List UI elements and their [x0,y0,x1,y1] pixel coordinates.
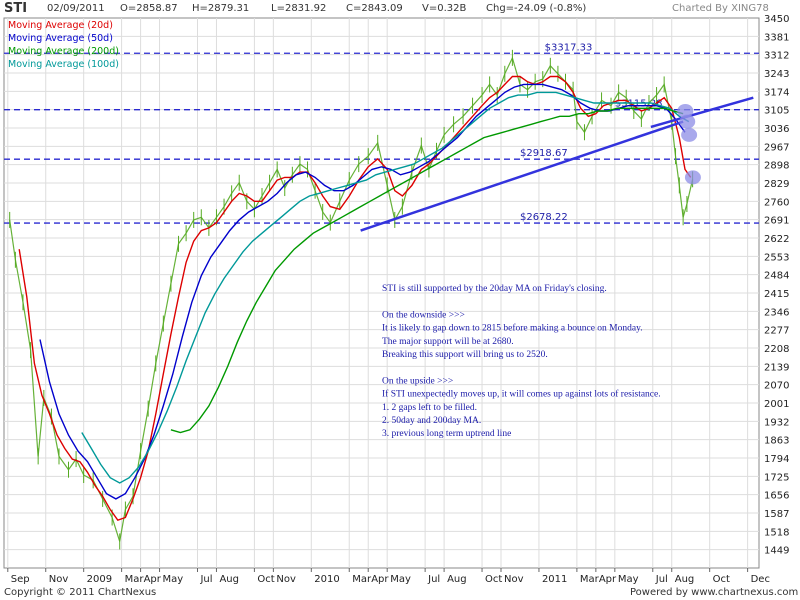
y-tick-label: 3036 [764,124,789,135]
y-tick-label: 3381 [764,32,789,43]
x-tick-label: May [163,574,184,585]
price-line [9,56,694,542]
annotation-line: If STI unexpectedly moves up, it will co… [382,389,661,400]
x-tick-label: 2011 [542,574,567,585]
x-tick-label: Sep [11,574,30,585]
annotation-line: 1. 2 gaps left to be filled. [382,402,477,413]
y-tick-label: 2898 [764,161,789,172]
copyright-text: Copyright © 2011 ChartNexus [4,587,157,598]
volume-value: V=0.32B [422,3,467,14]
annotation-line: On the upside >>> [382,376,453,386]
y-tick-label: 1725 [764,472,789,483]
x-tick-label: Apr [144,574,162,585]
y-tick-label: 2691 [764,216,789,227]
y-tick-label: 2208 [764,344,789,355]
y-tick-label: 2760 [764,197,789,208]
x-tick-label: Aug [219,574,239,585]
y-tick-label: 2967 [764,142,789,153]
level-label: $3115.28 [615,99,663,110]
y-tick-label: 2139 [764,362,789,373]
annotation-line: Breaking this support will bring us to 2… [382,350,548,360]
change-value: Chg=-24.09 (-0.8%) [486,3,587,14]
y-tick-label: 2346 [764,307,789,318]
annotation-line: STI is still supported by the 20day MA o… [382,284,607,294]
y-tick-label: 1932 [764,417,789,428]
symbol-label: STI [4,1,28,16]
annotation-line: 3. previous long term uptrend line [382,429,511,439]
level-label: $2918.67 [520,148,568,159]
close-value: C=2843.09 [346,3,403,14]
x-tick-label: Oct [485,574,502,585]
low-value: L=2831.92 [271,3,327,14]
annotation-line: 2. 50day and 200day MA. [382,416,481,426]
legend-entry: Moving Average (100d) [8,59,119,70]
y-tick-label: 2001 [764,399,789,410]
chart-credit: Charted By XING78 [672,3,769,14]
y-tick-label: 1518 [764,527,789,538]
legend-entry: Moving Average (50d) [8,33,113,44]
y-tick-label: 3450 [764,14,789,25]
y-tick-label: 2829 [764,179,789,190]
x-tick-label: Mar [352,574,372,585]
x-tick-label: Jul [655,574,668,585]
x-tick-label: Apr [599,574,617,585]
open-value: O=2858.87 [120,3,178,14]
y-tick-label: 1449 [764,546,789,557]
y-tick-label: 2622 [764,234,789,245]
moving-average-200d-line [170,107,684,434]
high-value: H=2879.31 [192,3,250,14]
x-tick-label: Nov [276,574,296,585]
y-tick-label: 2553 [764,252,789,263]
y-tick-label: 1587 [764,509,789,520]
level-label: $3317.33 [545,42,593,53]
chart-footer: Copyright © 2011 ChartNexus Powered by w… [0,586,800,600]
y-tick-label: 1794 [764,454,789,465]
gap-marker [677,103,694,118]
y-tick-label: 3174 [764,87,789,98]
x-tick-label: Nov [504,574,524,585]
x-tick-label: 2010 [314,574,339,585]
x-tick-label: Nov [49,574,69,585]
gap-marker [679,114,696,129]
x-tick-label: 2009 [87,574,112,585]
annotation-line: It is likely to gap down to 2815 before … [382,323,643,334]
level-label: $2678.22 [520,212,568,223]
x-tick-label: Apr [371,574,389,585]
x-tick-label: Aug [675,574,695,585]
x-tick-label: May [618,574,639,585]
y-tick-label: 1656 [764,491,789,502]
x-tick-label: Aug [447,574,467,585]
x-tick-label: Mar [125,574,145,585]
y-tick-label: 3243 [764,69,789,80]
x-tick-label: Oct [257,574,274,585]
x-tick-label: Oct [713,574,730,585]
annotation-line: On the downside >>> [382,310,465,320]
legend-entry: Moving Average (20d) [8,20,113,31]
y-tick-label: 2277 [764,326,789,337]
y-tick-label: 2415 [764,289,789,300]
x-tick-label: Mar [580,574,600,585]
x-tick-label: Jul [199,574,212,585]
y-tick-label: 2070 [764,381,789,392]
y-tick-label: 3312 [764,51,789,62]
legend-entry: Moving Average (200d) [8,46,119,57]
x-tick-label: Dec [751,574,770,585]
trendline [360,120,684,232]
date-label: 02/09/2011 [47,3,105,14]
gap-marker [684,170,701,185]
chart-header: STI 02/09/2011 O=2858.87 H=2879.31 L=283… [0,0,800,18]
x-tick-label: Jul [427,574,440,585]
y-tick-label: 1863 [764,436,789,447]
annotation-line: The major support will be at 2680. [382,337,514,347]
moving-average-100d-line [81,91,690,484]
y-tick-label: 2484 [764,271,789,282]
x-tick-label: May [390,574,411,585]
gap-marker [681,127,698,142]
powered-by-text: Powered by www.chartnexus.com [630,587,799,598]
trendline [650,96,754,129]
y-tick-label: 3105 [764,106,789,117]
